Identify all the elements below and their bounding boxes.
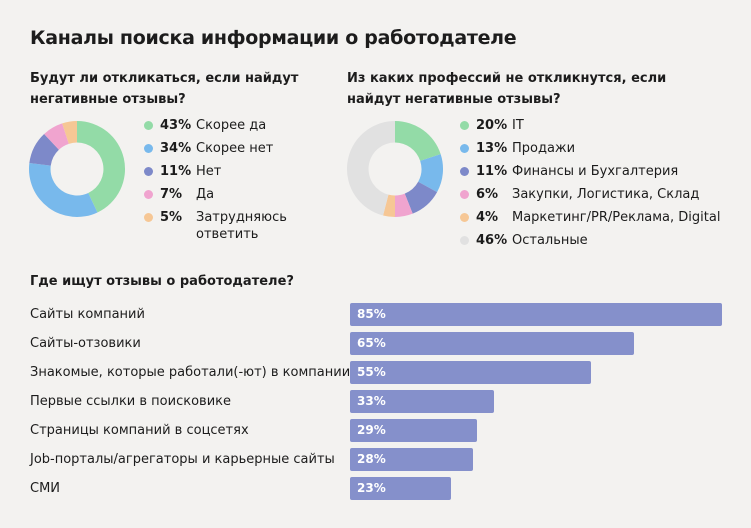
bar-category-label: Сайты компаний	[30, 307, 145, 322]
profession-slice-1	[418, 154, 444, 193]
legend-label: Финансы и Бухгалтерия	[512, 164, 679, 179]
legend-dot-icon	[460, 144, 469, 153]
legend-label: Да	[196, 187, 215, 202]
bar: 29%	[350, 419, 477, 442]
page-title: Каналы поиска информации о работодателе	[30, 27, 517, 49]
response-legend-item: 5% Затрудняюсь ответить	[144, 209, 324, 243]
bar-row: СМИ 23%	[30, 474, 730, 503]
legend-professions: 20% IT 13% Продажи 11% Финансы и Бухгалтерия 6…	[460, 117, 730, 255]
bar: 33%	[350, 390, 495, 413]
legend-percent: 20%	[476, 118, 508, 133]
bar: 55%	[350, 361, 591, 384]
response-legend-item: 34% Скорее нет	[144, 140, 324, 157]
profession-legend-item: 20% IT	[460, 117, 730, 134]
bar: 85%	[350, 303, 722, 326]
bar-row: Знакомые, которые работали(-ют) в компан…	[30, 358, 730, 387]
profession-slice-2	[404, 181, 438, 214]
response-slice-1	[28, 162, 98, 218]
bar-value-label: 28%	[357, 452, 386, 466]
response-legend-item: 11% Нет	[144, 163, 324, 180]
bar-category-label: Страницы компаний в соцсетях	[30, 423, 249, 438]
legend-percent: 46%	[476, 233, 508, 248]
profession-slice-5	[346, 120, 395, 216]
legend-response: 43% Скорее да 34% Скорее нет 11% Нет 7% Да 5% Зат…	[144, 117, 324, 249]
legend-percent: 6%	[476, 187, 499, 202]
response-legend-item: 43% Скорее да	[144, 117, 324, 134]
bar-row: Сайты-отзовики 65%	[30, 329, 730, 358]
legend-label: Скорее да	[196, 118, 267, 133]
profession-legend-item: 46% Остальные	[460, 232, 730, 249]
response-slice-4	[62, 120, 77, 144]
bar: 23%	[350, 477, 451, 500]
profession-slice-3	[395, 193, 413, 218]
response-slice-0	[77, 120, 126, 213]
legend-label: Продажи	[512, 141, 576, 156]
bar-value-label: 65%	[357, 336, 386, 350]
bar-value-label: 55%	[357, 365, 386, 379]
legend-label: Остальные	[512, 233, 588, 248]
bar-category-label: СМИ	[30, 481, 61, 496]
pie2-title: Из каких профессий не откликнутся, если …	[347, 71, 667, 107]
donut-chart-professions	[346, 120, 444, 218]
bar-value-label: 85%	[357, 307, 386, 321]
legend-dot-icon	[460, 121, 469, 130]
pie1-title: Будут ли откликаться, если найдут негати…	[30, 71, 299, 107]
legend-label: Затрудняюсь ответить	[196, 210, 287, 242]
legend-dot-icon	[460, 190, 469, 199]
legend-label: Скорее нет	[196, 141, 274, 156]
bar: 28%	[350, 448, 473, 471]
bar-row: Job-порталы/агрегаторы и карьерные сайты…	[30, 445, 730, 474]
bar-category-label: Первые ссылки в поисковике	[30, 394, 231, 409]
legend-percent: 4%	[476, 210, 499, 225]
bar-category-label: Job-порталы/агрегаторы и карьерные сайты	[30, 452, 335, 467]
legend-percent: 7%	[160, 187, 183, 202]
donut-chart-response	[28, 120, 126, 218]
profession-legend-item: 13% Продажи	[460, 140, 730, 157]
legend-dot-icon	[144, 167, 153, 176]
bar-value-label: 29%	[357, 423, 386, 437]
response-legend-item: 7% Да	[144, 186, 324, 203]
bar-chart-sources: Сайты компаний 85% Сайты-отзовики 65% Знаком…	[30, 300, 730, 503]
legend-dot-icon	[460, 213, 469, 222]
legend-label: Нет	[196, 164, 222, 179]
legend-percent: 34%	[160, 141, 192, 156]
bar-value-label: 33%	[357, 394, 386, 408]
profession-legend-item: 11% Финансы и Бухгалтерия	[460, 163, 730, 180]
legend-percent: 11%	[476, 164, 508, 179]
bar-category-label: Сайты-отзовики	[30, 336, 141, 351]
legend-percent: 5%	[160, 210, 183, 225]
legend-percent: 13%	[476, 141, 508, 156]
legend-label: Закупки, Логистика, Склад	[512, 187, 700, 202]
response-slice-2	[29, 133, 59, 166]
legend-label: IT	[512, 118, 524, 133]
profession-legend-item: 6% Закупки, Логистика, Склад	[460, 186, 730, 203]
legend-dot-icon	[144, 190, 153, 199]
legend-dot-icon	[144, 144, 153, 153]
profession-legend-item: 4% Маркетинг/PR/Реклама, Digital	[460, 209, 730, 226]
bar-row: Сайты компаний 85%	[30, 300, 730, 329]
bar-row: Страницы компаний в соцсетях 29%	[30, 416, 730, 445]
bar-chart-title: Где ищут отзывы о работодателе?	[30, 274, 294, 289]
profession-slice-4	[383, 194, 395, 218]
legend-label: Маркетинг/PR/Реклама, Digital	[512, 210, 721, 225]
legend-dot-icon	[144, 213, 153, 222]
profession-slice-0	[395, 120, 441, 161]
legend-percent: 11%	[160, 164, 192, 179]
legend-percent: 43%	[160, 118, 192, 133]
bar-category-label: Знакомые, которые работали(-ют) в компан…	[30, 365, 351, 380]
bar-row: Первые ссылки в поисковике 33%	[30, 387, 730, 416]
legend-dot-icon	[460, 167, 469, 176]
response-slice-3	[44, 123, 69, 150]
legend-dot-icon	[460, 236, 469, 245]
bar: 65%	[350, 332, 635, 355]
legend-dot-icon	[144, 121, 153, 130]
bar-value-label: 23%	[357, 481, 386, 495]
